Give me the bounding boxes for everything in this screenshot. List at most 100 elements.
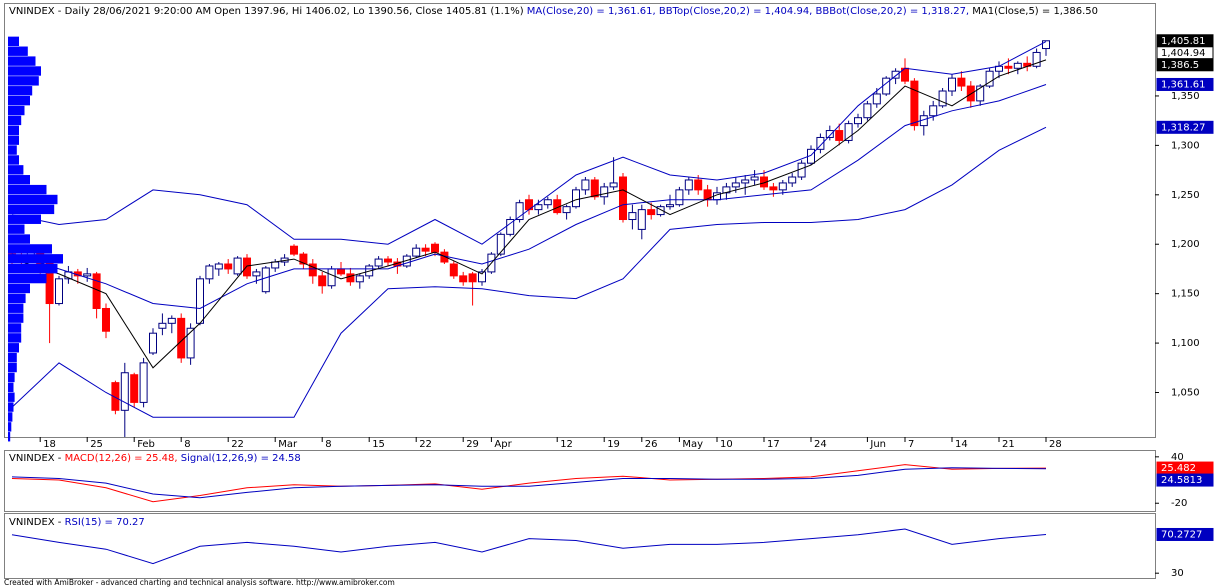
volume-profile-bar xyxy=(8,135,19,145)
candle-body xyxy=(769,186,778,191)
value-box-label: 24.5813 xyxy=(1161,475,1202,486)
indicator-line xyxy=(11,41,1047,245)
volume-profile-bar xyxy=(8,273,47,284)
candle-body xyxy=(355,275,364,283)
x-tick-label: Feb xyxy=(137,439,155,450)
x-tick-label: May xyxy=(682,439,703,450)
pane-header: VNINDEX - MACD(12,26) = 25.48, Signal(12… xyxy=(9,453,301,464)
rsi-pane-frame xyxy=(4,513,1156,579)
volume-profile-bar xyxy=(8,293,26,304)
x-tick-label: 14 xyxy=(955,439,968,450)
header-part: RSI(15) = 70.27 xyxy=(65,517,145,528)
candle-body xyxy=(318,275,327,287)
header-part: MA1(Close,5) = 1,386.50 xyxy=(969,6,1098,17)
x-tick-label: 15 xyxy=(372,439,385,450)
volume-profile-bar xyxy=(8,343,19,353)
candle-body xyxy=(449,263,458,277)
volume-profile-bar xyxy=(8,86,33,96)
candle-body xyxy=(261,267,270,293)
candle-body xyxy=(647,209,656,216)
candle-body xyxy=(459,275,468,283)
volume-profile-bar xyxy=(8,105,25,116)
candle-body xyxy=(224,263,233,270)
candle-body xyxy=(346,273,355,283)
x-tick-label: Jun xyxy=(869,439,886,450)
candle-body xyxy=(750,176,759,181)
volume-profile-bar xyxy=(8,204,55,215)
candle-body xyxy=(337,268,345,275)
candle-body xyxy=(412,247,421,257)
volume-profile-bar xyxy=(8,382,14,393)
volume-profile-bar xyxy=(8,362,17,373)
value-box-label: 70.2727 xyxy=(1161,529,1202,540)
value-box-label: 1,386.5 xyxy=(1161,60,1199,71)
header-part: VNINDEX - Daily 28/06/2021 9:20:00 AM Op… xyxy=(9,6,524,17)
volume-profile-bar xyxy=(8,145,17,155)
candle-body xyxy=(637,209,646,230)
volume-profile-bar xyxy=(8,392,15,402)
candle-body xyxy=(844,123,853,141)
candle-body xyxy=(863,103,872,119)
indicator-line xyxy=(11,464,1047,503)
value-box-label: 1,405.81 xyxy=(1161,36,1206,47)
x-tick-label: 28 xyxy=(1049,439,1062,450)
volume-profile-bar xyxy=(8,76,39,86)
volume-profile-bar xyxy=(8,66,41,76)
candle-body xyxy=(515,202,524,221)
candle-body xyxy=(1032,51,1041,67)
candle-body xyxy=(534,204,543,211)
candle-body xyxy=(684,179,693,191)
candle-body xyxy=(299,253,308,265)
macd-pane-frame xyxy=(4,450,1156,512)
candle-body xyxy=(1004,65,1013,69)
candle-body xyxy=(149,332,157,354)
candle-body xyxy=(120,372,129,411)
volume-profile-bar xyxy=(8,254,63,264)
y-tick-label: 1,100 xyxy=(1171,338,1200,349)
volume-profile-bar xyxy=(8,244,52,254)
candle-body xyxy=(327,268,336,287)
volume-profile-bar xyxy=(8,323,22,333)
y-tick-label: 1,150 xyxy=(1171,289,1200,300)
header-part: BBBot(Close,20,2) = 1,318.27, xyxy=(812,6,969,17)
volume-profile-bar xyxy=(8,95,30,106)
value-box-label: 1,361.61 xyxy=(1161,79,1206,90)
header-part: MA(Close,20) = 1,361.61, xyxy=(524,6,656,17)
candle-body xyxy=(938,90,947,107)
y-tick-label: -20 xyxy=(1171,498,1187,509)
value-box xyxy=(1156,527,1214,541)
candle-body xyxy=(374,258,383,267)
volume-profile-bar xyxy=(8,352,17,363)
x-tick-label: 29 xyxy=(466,439,479,450)
y-tick-label: 1,050 xyxy=(1171,388,1200,399)
candle-body xyxy=(976,85,985,102)
footer: Created with AmiBroker - advanced charti… xyxy=(4,578,395,587)
candle-body xyxy=(83,273,92,277)
y-tick-label: 30 xyxy=(1171,568,1184,579)
candle-body xyxy=(271,261,280,269)
candle-body xyxy=(167,317,176,324)
volume-profile-bar xyxy=(8,56,36,66)
candle-body xyxy=(158,322,167,329)
volume-profile-bar xyxy=(8,402,14,412)
candle-body xyxy=(55,278,63,305)
volume-profile-bar xyxy=(8,422,12,432)
candle-body xyxy=(196,278,204,324)
volume-profile-bar xyxy=(8,155,19,165)
candle-body xyxy=(891,70,900,79)
candle-body xyxy=(816,136,825,150)
candle-body xyxy=(656,206,665,216)
candle-body xyxy=(948,77,956,92)
candle-body xyxy=(468,273,477,283)
candle-body xyxy=(778,182,787,191)
candle-body xyxy=(910,80,919,127)
value-box xyxy=(1156,58,1214,72)
candle-body xyxy=(1013,62,1022,69)
candle-body xyxy=(666,204,674,208)
value-box-label: 1,318.27 xyxy=(1161,122,1206,133)
volume-profile-bar xyxy=(8,115,22,126)
candle-body xyxy=(243,257,251,277)
y-tick-label: 1,250 xyxy=(1171,190,1200,201)
